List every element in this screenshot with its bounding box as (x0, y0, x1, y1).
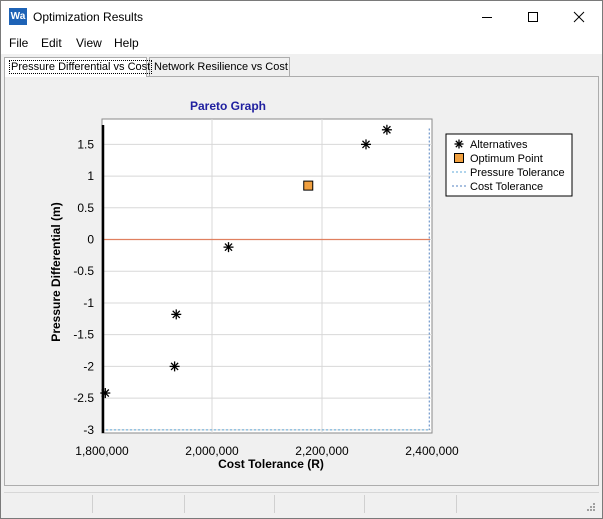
x-tick-label: 2,000,000 (185, 444, 239, 458)
title-bar[interactable]: Wa Optimization Results (1, 1, 602, 32)
chart-legend: Alternatives Optimum Point Pressure Tolera… (445, 133, 573, 197)
alternative-point (223, 242, 234, 253)
legend-label: Alternatives (470, 139, 528, 151)
close-button[interactable] (556, 1, 602, 32)
legend-label: Pressure Tolerance (470, 167, 565, 179)
chart-panel: Pareto Graph 1.5 1 0.5 0 -0.5 -1 -1.5 -2 -2.5 -3 1… (4, 76, 599, 486)
legend-label: Cost Tolerance (470, 181, 543, 193)
x-axis-label: Cost Tolerance (R) (218, 457, 324, 471)
y-tick-label: 0.5 (77, 201, 94, 215)
close-icon (573, 11, 585, 22)
minimize-button[interactable] (464, 1, 510, 32)
legend-asterisk-icon (454, 139, 464, 149)
plot-area (101, 118, 433, 434)
chart-title: Pareto Graph (190, 99, 266, 113)
tab-label: Network Resilience vs Cost (154, 61, 288, 73)
legend-box (445, 133, 573, 197)
status-bar (4, 492, 599, 514)
legend-square-icon (454, 153, 464, 163)
legend-label: Optimum Point (470, 153, 543, 165)
optimum-point (303, 180, 314, 191)
tab-label: Pressure Differential vs Cost (9, 60, 153, 74)
minimize-icon (482, 16, 492, 18)
alternative-point (171, 309, 182, 320)
tab-network-resilience-vs-cost[interactable]: Network Resilience vs Cost (149, 57, 290, 76)
alternative-point (361, 139, 371, 150)
y-tick-label: 1 (87, 169, 94, 183)
menu-edit[interactable]: Edit (41, 36, 62, 50)
tab-pressure-differential-vs-cost[interactable]: Pressure Differential vs Cost (4, 57, 153, 77)
status-divider (274, 495, 275, 513)
resize-grip-icon[interactable] (585, 501, 595, 511)
maximize-button[interactable] (510, 1, 556, 32)
tab-strip: Pressure Differential vs Cost Network Re… (4, 57, 599, 77)
x-tick-label: 1,800,000 (75, 444, 129, 458)
y-tick-label: -0.5 (73, 264, 94, 278)
y-tick-label: 0 (87, 233, 94, 247)
status-divider (364, 495, 365, 513)
menu-bar: File Edit View Help (1, 32, 602, 54)
menu-view[interactable]: View (76, 36, 102, 50)
pareto-chart: Pareto Graph 1.5 1 0.5 0 -0.5 -1 -1.5 -2 -2.5 -3 1… (49, 99, 573, 471)
x-tick-label: 2,200,000 (295, 444, 349, 458)
y-tick-label: -1.5 (73, 328, 94, 342)
y-tick-label: -1 (83, 296, 94, 310)
alternative-point (381, 124, 392, 135)
app-icon: Wa (9, 8, 27, 25)
maximize-icon (528, 11, 538, 22)
y-tick-label: -2 (83, 359, 94, 373)
status-divider (184, 495, 185, 513)
x-tick-label: 2,400,000 (405, 444, 459, 458)
status-divider (92, 495, 93, 513)
menu-file[interactable]: File (9, 36, 29, 50)
menu-help[interactable]: Help (114, 36, 139, 50)
y-tick-label: -3 (83, 423, 94, 437)
status-divider (456, 495, 457, 513)
y-axis-label: Pressure Differential (m) (49, 202, 63, 341)
alternative-point (169, 361, 180, 372)
y-tick-label: 1.5 (77, 137, 94, 151)
y-tick-label: -2.5 (73, 391, 94, 405)
window-title: Optimization Results (33, 10, 144, 24)
